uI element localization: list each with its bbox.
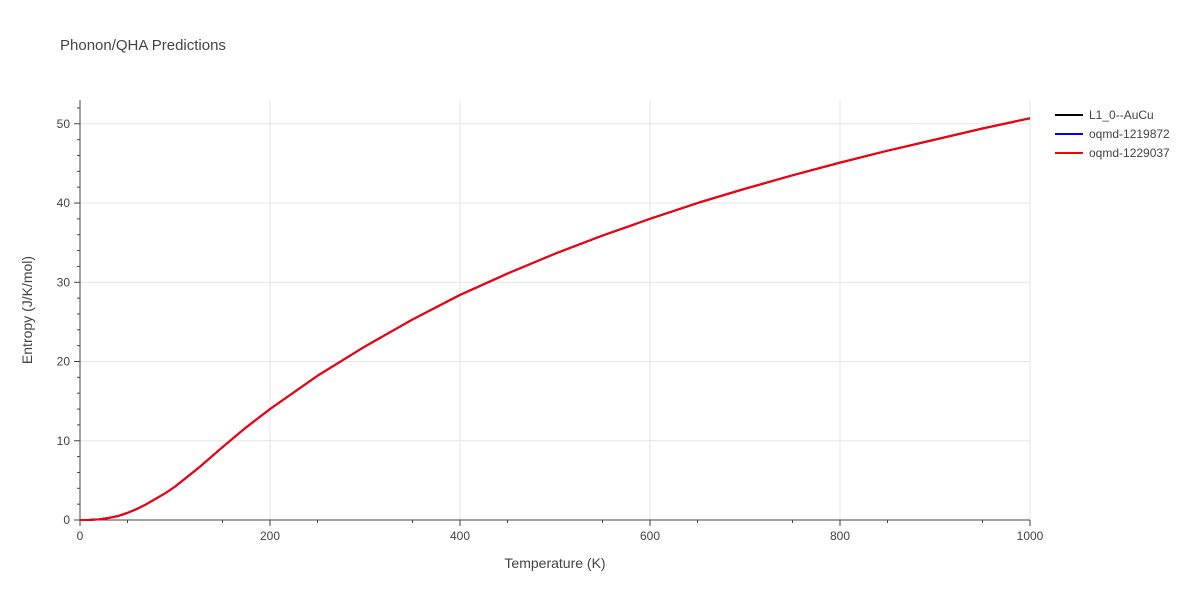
series-layer bbox=[79, 117, 1031, 521]
legend[interactable]: L1_0--AuCu oqmd-1219872 oqmd-1229037 bbox=[1055, 108, 1170, 160]
x-axis-title: Temperature (K) bbox=[504, 555, 605, 571]
x-tick-label: 0 bbox=[77, 529, 84, 543]
y-tick-label: 0 bbox=[63, 513, 70, 527]
legend-label: L1_0--AuCu bbox=[1089, 108, 1154, 122]
x-tick-label: 600 bbox=[640, 529, 660, 543]
y-axis-title: Entropy (J/K/mol) bbox=[19, 256, 35, 364]
grid bbox=[80, 100, 1031, 520]
y-tick-label: 50 bbox=[57, 117, 71, 131]
legend-item[interactable]: L1_0--AuCu bbox=[1055, 108, 1154, 122]
series-line-0 bbox=[79, 117, 1031, 521]
series-line-1 bbox=[79, 117, 1031, 521]
y-tick-label: 40 bbox=[57, 196, 71, 210]
y-tick-label: 10 bbox=[57, 434, 71, 448]
legend-label: oqmd-1229037 bbox=[1089, 146, 1170, 160]
x-tick-label: 800 bbox=[830, 529, 850, 543]
x-tick-label: 200 bbox=[260, 529, 280, 543]
chart-title: Phonon/QHA Predictions bbox=[60, 37, 226, 54]
y-tick-label: 30 bbox=[57, 275, 71, 289]
axes: 0 200 400 600 800 1000 0 10 20 30 40 50 bbox=[57, 100, 1044, 543]
legend-label: oqmd-1219872 bbox=[1089, 127, 1170, 141]
legend-item[interactable]: oqmd-1229037 bbox=[1055, 146, 1170, 160]
x-tick-label: 400 bbox=[450, 529, 470, 543]
series-line-2 bbox=[79, 117, 1031, 521]
y-tick-label: 20 bbox=[57, 355, 71, 369]
x-tick-label: 1000 bbox=[1017, 529, 1044, 543]
legend-item[interactable]: oqmd-1219872 bbox=[1055, 127, 1170, 141]
